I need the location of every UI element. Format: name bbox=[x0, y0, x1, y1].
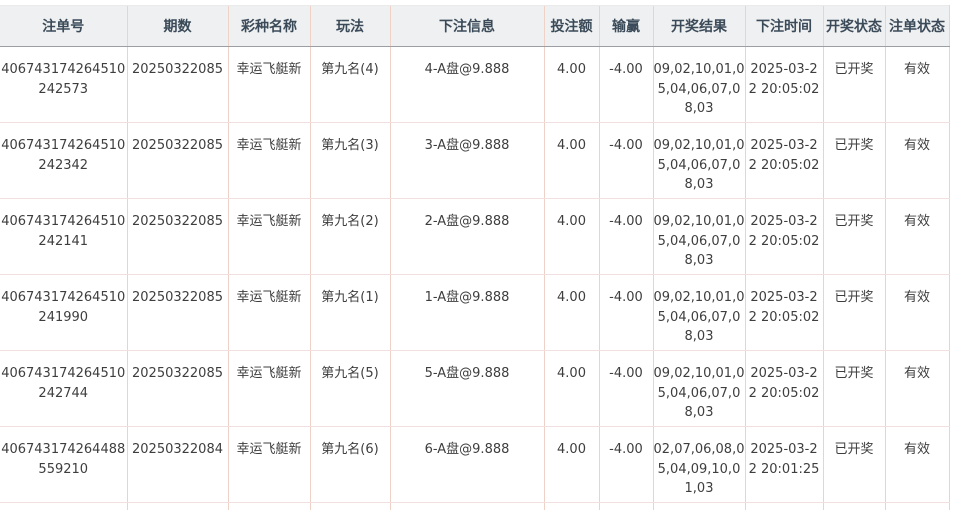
column-header-lottery-name: 彩种名称 bbox=[227, 5, 310, 47]
cell-bet-id: 406743174264488559210 bbox=[0, 426, 127, 503]
table-row-partial bbox=[0, 502, 950, 510]
cell-period: 20250322085 bbox=[126, 350, 228, 427]
cell-empty bbox=[822, 502, 885, 510]
cell-play-type: 第九名(6) bbox=[309, 426, 390, 503]
cell-lottery-name: 幸运飞艇新 bbox=[227, 274, 310, 351]
cell-win-loss: -4.00 bbox=[598, 274, 653, 351]
cell-bet-amount: 4.00 bbox=[543, 274, 599, 351]
cell-bet-time: 2025-03-22 20:05:02 bbox=[744, 46, 823, 123]
cell-bet-amount: 4.00 bbox=[543, 426, 599, 503]
cell-empty bbox=[126, 502, 228, 510]
cell-empty bbox=[652, 502, 745, 510]
table-row: 406743174264510241990 20250322085 幸运飞艇新 … bbox=[0, 274, 950, 351]
cell-empty bbox=[0, 502, 127, 510]
cell-bet-info: 2-A盘@9.888 bbox=[389, 198, 544, 275]
cell-draw-result: 09,02,10,01,05,04,06,07,08,03 bbox=[652, 122, 745, 199]
cell-lottery-name: 幸运飞艇新 bbox=[227, 122, 310, 199]
column-header-draw-status: 开奖状态 bbox=[822, 5, 885, 47]
column-header-win-loss: 输赢 bbox=[598, 5, 653, 47]
table-row: 406743174264510242342 20250322085 幸运飞艇新 … bbox=[0, 122, 950, 199]
cell-empty bbox=[389, 502, 544, 510]
column-header-bet-info: 下注信息 bbox=[389, 5, 544, 47]
cell-bet-time: 2025-03-22 20:05:02 bbox=[744, 198, 823, 275]
cell-bet-amount: 4.00 bbox=[543, 46, 599, 123]
cell-play-type: 第九名(4) bbox=[309, 46, 390, 123]
column-header-order-status: 注单状态 bbox=[884, 5, 950, 47]
cell-lottery-name: 幸运飞艇新 bbox=[227, 426, 310, 503]
cell-empty bbox=[744, 502, 823, 510]
cell-win-loss: -4.00 bbox=[598, 122, 653, 199]
column-header-bet-amount: 投注额 bbox=[543, 5, 599, 47]
cell-order-status: 有效 bbox=[884, 198, 950, 275]
cell-lottery-name: 幸运飞艇新 bbox=[227, 198, 310, 275]
cell-play-type: 第九名(2) bbox=[309, 198, 390, 275]
table-row: 406743174264510242744 20250322085 幸运飞艇新 … bbox=[0, 350, 950, 427]
cell-bet-amount: 4.00 bbox=[543, 350, 599, 427]
cell-win-loss: -4.00 bbox=[598, 46, 653, 123]
cell-bet-id: 406743174264510241990 bbox=[0, 274, 127, 351]
column-header-play-type: 玩法 bbox=[309, 5, 390, 47]
cell-empty bbox=[309, 502, 390, 510]
cell-empty bbox=[884, 502, 950, 510]
cell-period: 20250322085 bbox=[126, 198, 228, 275]
cell-period: 20250322085 bbox=[126, 122, 228, 199]
cell-bet-id: 406743174264510242744 bbox=[0, 350, 127, 427]
table-row: 406743174264510242141 20250322085 幸运飞艇新 … bbox=[0, 198, 950, 275]
cell-play-type: 第九名(3) bbox=[309, 122, 390, 199]
cell-draw-status: 已开奖 bbox=[822, 426, 885, 503]
cell-draw-result: 09,02,10,01,05,04,06,07,08,03 bbox=[652, 350, 745, 427]
cell-order-status: 有效 bbox=[884, 274, 950, 351]
cell-empty bbox=[598, 502, 653, 510]
cell-bet-id: 406743174264510242573 bbox=[0, 46, 127, 123]
cell-play-type: 第九名(1) bbox=[309, 274, 390, 351]
cell-bet-time: 2025-03-22 20:05:02 bbox=[744, 350, 823, 427]
cell-draw-status: 已开奖 bbox=[822, 198, 885, 275]
cell-draw-status: 已开奖 bbox=[822, 46, 885, 123]
cell-draw-result: 09,02,10,01,05,04,06,07,08,03 bbox=[652, 46, 745, 123]
column-header-draw-result: 开奖结果 bbox=[652, 5, 745, 47]
cell-bet-info: 1-A盘@9.888 bbox=[389, 274, 544, 351]
cell-bet-info: 6-A盘@9.888 bbox=[389, 426, 544, 503]
cell-draw-result: 09,02,10,01,05,04,06,07,08,03 bbox=[652, 274, 745, 351]
cell-win-loss: -4.00 bbox=[598, 426, 653, 503]
cell-draw-status: 已开奖 bbox=[822, 350, 885, 427]
cell-play-type: 第九名(5) bbox=[309, 350, 390, 427]
cell-order-status: 有效 bbox=[884, 122, 950, 199]
column-header-bet-id: 注单号 bbox=[0, 5, 127, 47]
cell-period: 20250322085 bbox=[126, 274, 228, 351]
column-header-bet-time: 下注时间 bbox=[744, 5, 823, 47]
cell-lottery-name: 幸运飞艇新 bbox=[227, 350, 310, 427]
cell-win-loss: -4.00 bbox=[598, 350, 653, 427]
cell-draw-status: 已开奖 bbox=[822, 122, 885, 199]
cell-bet-id: 406743174264510242141 bbox=[0, 198, 127, 275]
bet-orders-table: 注单号 期数 彩种名称 玩法 下注信息 投注额 输赢 开奖结果 下注时间 开奖状… bbox=[0, 5, 950, 510]
cell-draw-result: 09,02,10,01,05,04,06,07,08,03 bbox=[652, 198, 745, 275]
cell-order-status: 有效 bbox=[884, 46, 950, 123]
table-row: 406743174264510242573 20250322085 幸运飞艇新 … bbox=[0, 46, 950, 123]
cell-draw-status: 已开奖 bbox=[822, 274, 885, 351]
cell-bet-info: 5-A盘@9.888 bbox=[389, 350, 544, 427]
cell-order-status: 有效 bbox=[884, 350, 950, 427]
cell-bet-info: 3-A盘@9.888 bbox=[389, 122, 544, 199]
cell-win-loss: -4.00 bbox=[598, 198, 653, 275]
cell-empty bbox=[543, 502, 599, 510]
cell-bet-id: 406743174264510242342 bbox=[0, 122, 127, 199]
column-header-period: 期数 bbox=[126, 5, 228, 47]
cell-bet-time: 2025-03-22 20:05:02 bbox=[744, 122, 823, 199]
cell-draw-result: 02,07,06,08,05,04,09,10,01,03 bbox=[652, 426, 745, 503]
cell-empty bbox=[227, 502, 310, 510]
cell-bet-time: 2025-03-22 20:05:02 bbox=[744, 274, 823, 351]
table-header-row: 注单号 期数 彩种名称 玩法 下注信息 投注额 输赢 开奖结果 下注时间 开奖状… bbox=[0, 5, 950, 47]
cell-bet-amount: 4.00 bbox=[543, 198, 599, 275]
cell-period: 20250322084 bbox=[126, 426, 228, 503]
cell-period: 20250322085 bbox=[126, 46, 228, 123]
cell-order-status: 有效 bbox=[884, 426, 950, 503]
cell-bet-amount: 4.00 bbox=[543, 122, 599, 199]
cell-lottery-name: 幸运飞艇新 bbox=[227, 46, 310, 123]
cell-bet-info: 4-A盘@9.888 bbox=[389, 46, 544, 123]
cell-bet-time: 2025-03-22 20:01:25 bbox=[744, 426, 823, 503]
table-row: 406743174264488559210 20250322084 幸运飞艇新 … bbox=[0, 426, 950, 503]
